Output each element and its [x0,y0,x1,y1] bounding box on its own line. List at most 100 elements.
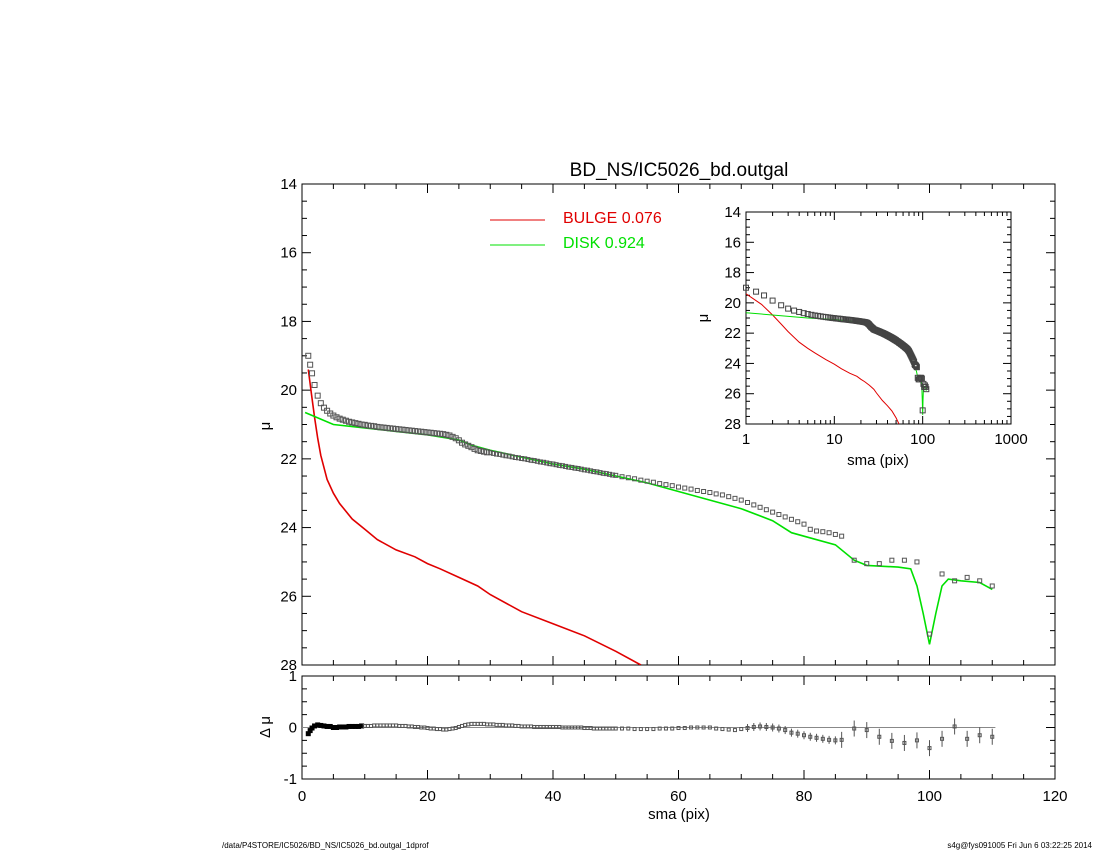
inset-data-point [769,297,776,304]
main-data-point [632,476,638,482]
main-data-point [701,488,707,494]
residual-data-point [369,723,374,728]
residual-data-point [663,726,668,731]
main-y-tick-label: 24 [280,520,297,537]
residual-data-point [638,727,643,732]
main-data-point [556,462,562,468]
main-data-point [462,441,469,448]
main-data-point [547,461,553,467]
residual-y-axis-label: Δ μ [257,716,274,738]
residual-data-point [965,736,970,741]
main-data-point [726,494,732,500]
residual-x-tick-label: 40 [545,788,562,805]
residual-data-point [802,733,806,738]
main-data-point [471,445,478,452]
main-data-point [487,450,493,456]
main-data-point [440,431,447,438]
inset-x-tick-label: 1 [742,431,750,448]
main-data-point [757,504,763,510]
main-data-point [537,459,543,465]
main-data-point [713,491,719,497]
residual-data-point [516,723,521,728]
inset-data-point [923,386,930,393]
main-data-point [443,431,450,438]
main-data-point [795,519,801,525]
main-data-point [355,420,362,427]
main-data-point [650,479,656,485]
residual-y-tick-label: 0 [289,720,297,737]
main-data-point [745,499,751,505]
residual-data-point [594,726,599,731]
residual-data-point [431,726,436,731]
inset-data-point [808,311,815,318]
main-data-point [585,467,591,473]
main-data-point [597,470,603,476]
main-data-point [377,424,384,431]
residual-data-point [695,725,700,730]
residual-data-point [770,725,775,730]
residual-data-point [503,723,508,728]
main-y-tick-label: 28 [280,657,297,674]
inset-x-axis-label: sma (pix) [847,452,909,469]
residual-x-tick-label: 20 [419,788,436,805]
main-data-point [528,457,534,463]
main-bulge-line [307,369,642,665]
residual-data-point [450,726,455,731]
main-data-point [320,404,327,411]
residual-data-point [412,724,417,729]
residual-data-point [472,721,477,726]
main-data-point [839,533,845,539]
main-data-point [625,475,631,481]
main-data-point [305,352,312,359]
residual-data-point [776,726,781,731]
residual-data-point [481,721,486,726]
main-data-point [569,464,575,470]
main-data-point [380,424,387,431]
inset-y-tick-label: 22 [724,325,741,342]
residual-data-point [456,724,461,729]
main-data-point [563,463,569,469]
main-data-point [393,425,400,432]
residual-data-point [927,746,932,751]
main-data-point [914,559,920,565]
residual-data-point [795,731,800,736]
main-data-point [638,477,644,483]
residual-data-point [460,723,465,728]
main-profile-panel: 14 16 18 20 22 24 26 28 μ [257,176,1056,674]
residual-data-point [902,740,907,745]
residual-data-point [510,723,515,728]
main-y-tick-label: 26 [280,588,297,605]
main-data-point [519,456,525,462]
main-data-point [531,458,537,464]
inset-log-panel: 1 10 100 1000 14 16 18 20 22 24 26 28 μ sma (pix) [695,204,1028,469]
residual-data-point [497,722,502,727]
main-data-point [544,460,550,466]
residual-y-tick-label: -1 [284,771,297,788]
main-data-point [339,416,346,423]
residual-data-point [538,724,543,729]
residual-data-point [701,725,706,730]
residual-data-point [453,726,458,731]
residual-data-point [588,726,593,731]
residual-data-point [500,722,505,727]
main-data-point [719,492,725,498]
main-data-point [553,462,559,468]
residual-x-axis-label: sma (pix) [648,806,710,823]
main-data-point [415,428,422,435]
main-data-point [889,557,895,563]
main-y-tick-label: 18 [280,313,297,330]
main-data-point [851,557,857,563]
main-data-point [657,481,663,487]
inset-data-point [800,310,807,317]
main-data-point [901,557,907,563]
residual-data-point [478,721,483,726]
inset-y-axis-label: μ [695,314,712,323]
main-data-point [559,463,565,469]
inset-y-tick-label: 24 [724,355,741,372]
main-data-point [964,574,970,580]
main-data-point [788,516,794,522]
residual-data-point [990,734,995,739]
main-data-point [424,429,431,436]
main-data-point [669,483,675,489]
